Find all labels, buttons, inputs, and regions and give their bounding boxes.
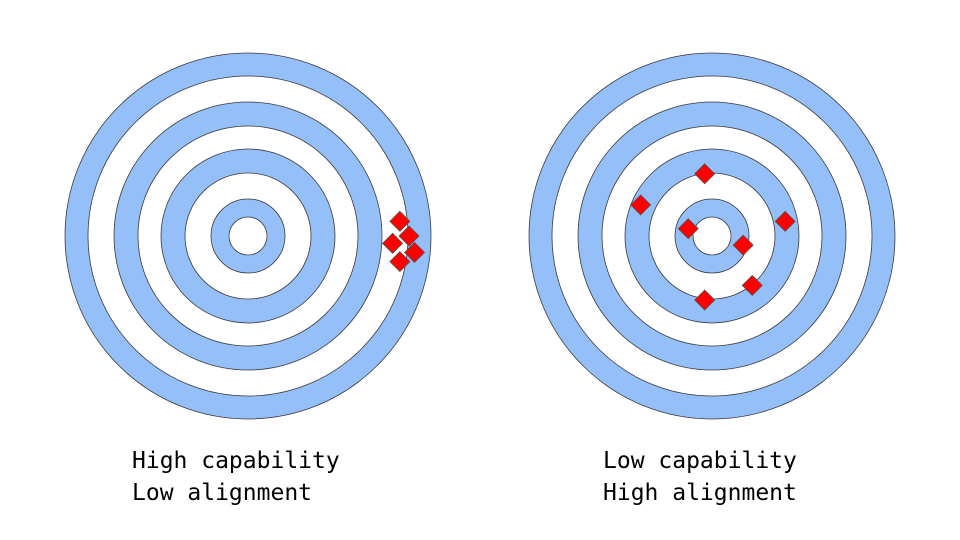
caption-left-line2: Low alignment — [132, 480, 313, 506]
hit-marker — [694, 163, 716, 185]
hit-marker — [389, 210, 411, 232]
hit-marker — [630, 194, 652, 216]
hit-marker — [774, 210, 796, 232]
caption-right-line1: Low capability — [603, 448, 797, 474]
target-left-ring — [228, 216, 268, 256]
hit-marker — [732, 234, 754, 256]
hit-marker — [694, 289, 716, 311]
caption-left: High capability Low alignment — [132, 445, 340, 509]
hit-marker — [677, 218, 699, 240]
caption-right: Low capability High alignment — [603, 445, 797, 509]
caption-left-line1: High capability — [132, 448, 340, 474]
target-right-ring — [692, 216, 732, 256]
caption-right-line2: High alignment — [603, 480, 797, 506]
hit-marker — [389, 251, 411, 273]
hit-marker — [382, 232, 404, 254]
hit-marker — [403, 241, 426, 264]
hit-marker — [741, 274, 763, 296]
hit-marker — [398, 225, 420, 247]
